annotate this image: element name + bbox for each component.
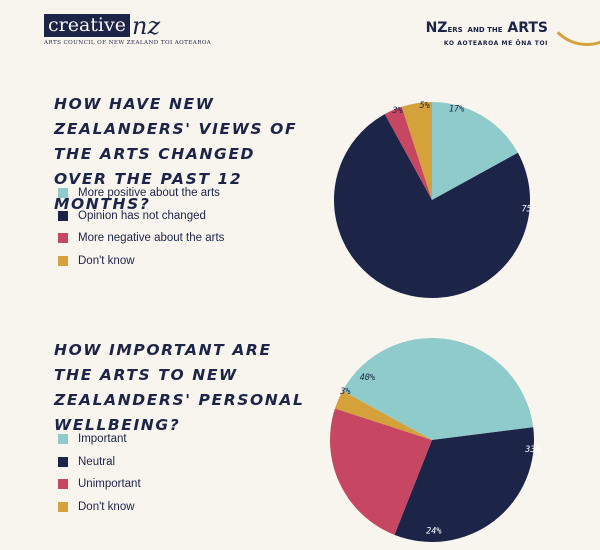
pie-data-label: 40% — [360, 373, 375, 383]
legend-label: Opinion has not changed — [78, 209, 206, 222]
pie-slice — [334, 390, 432, 440]
pie-slice — [334, 114, 530, 298]
pie-slice — [432, 102, 518, 200]
brand-nz: NZ — [425, 20, 448, 36]
pie-slice — [401, 102, 432, 200]
legend-label: Neutral — [78, 455, 116, 468]
legend-label: Don't know — [78, 254, 135, 267]
legend-label: More negative about the arts — [78, 232, 225, 245]
chart2-title: HOW IMPORTANT ARE THE ARTS TO NEW ZEALAN… — [54, 341, 305, 434]
brand-ers: ERS — [447, 26, 463, 34]
pie-data-label: 33% — [524, 445, 540, 455]
legend-item: Important — [58, 428, 141, 451]
legend-item: Opinion has not changed — [58, 205, 224, 228]
pie-data-label: 75% — [521, 204, 536, 214]
legend-item: Unimportant — [58, 473, 141, 496]
pie-data-label: 24% — [426, 527, 441, 537]
chart1-title: HOW HAVE NEW ZEALANDERS' VIEWS OF THE AR… — [54, 95, 298, 213]
pie-slice — [342, 338, 534, 440]
legend-item: More positive about the arts — [58, 182, 224, 205]
legend-swatch — [58, 255, 68, 266]
legend-swatch — [58, 456, 68, 467]
legend-label: Important — [78, 433, 127, 446]
legend-item: Neutral — [58, 451, 141, 474]
pie-data-label: 3% — [339, 387, 350, 397]
pie-data-label: 3% — [391, 106, 402, 116]
nzers-and-the-arts-brand: NZERS AND THE ARTS KO AOTEAROA ME ŌNA TO… — [426, 20, 548, 47]
brand-subtitle: KO AOTEAROA ME ŌNA TOI — [443, 40, 548, 47]
creative-nz-logo: creative nz ARTS COUNCIL OF NEW ZEALAND … — [44, 14, 211, 46]
chart1-pie: 17% 75% 3% 5% — [334, 101, 537, 298]
chart2-pie: 40% 33% 24% 3% — [329, 338, 540, 542]
legend-label: Don't know — [78, 500, 135, 513]
pie-data-label: 17% — [449, 104, 464, 114]
pie-slice — [384, 106, 432, 200]
legend-swatch — [58, 210, 68, 221]
legend-item: More negative about the arts — [58, 227, 224, 250]
pie-slice — [394, 427, 534, 542]
legend-swatch — [58, 233, 68, 244]
brand-and-the: AND THE — [467, 26, 503, 34]
legend-label: More positive about the arts — [78, 187, 220, 200]
legend-item: Don't know — [58, 250, 224, 273]
legend-swatch — [58, 434, 68, 445]
pie-data-label: 5% — [420, 101, 430, 111]
pie-slice — [329, 408, 432, 535]
legend-item: Don't know — [58, 496, 141, 519]
chart1-legend: More positive about the arts Opinion has… — [58, 182, 224, 272]
chart2-legend: Important Neutral Unimportant Don't know — [58, 428, 141, 518]
legend-swatch — [58, 188, 68, 199]
legend-label: Unimportant — [78, 478, 141, 491]
brand-arts: ARTS — [507, 20, 548, 36]
legend-swatch — [58, 479, 68, 490]
logo-suffix: nz — [132, 12, 161, 40]
logo-subtitle: ARTS COUNCIL OF NEW ZEALAND TOI AOTEAROA — [44, 40, 212, 46]
legend-swatch — [58, 501, 68, 512]
logo-text: creative — [44, 14, 130, 37]
